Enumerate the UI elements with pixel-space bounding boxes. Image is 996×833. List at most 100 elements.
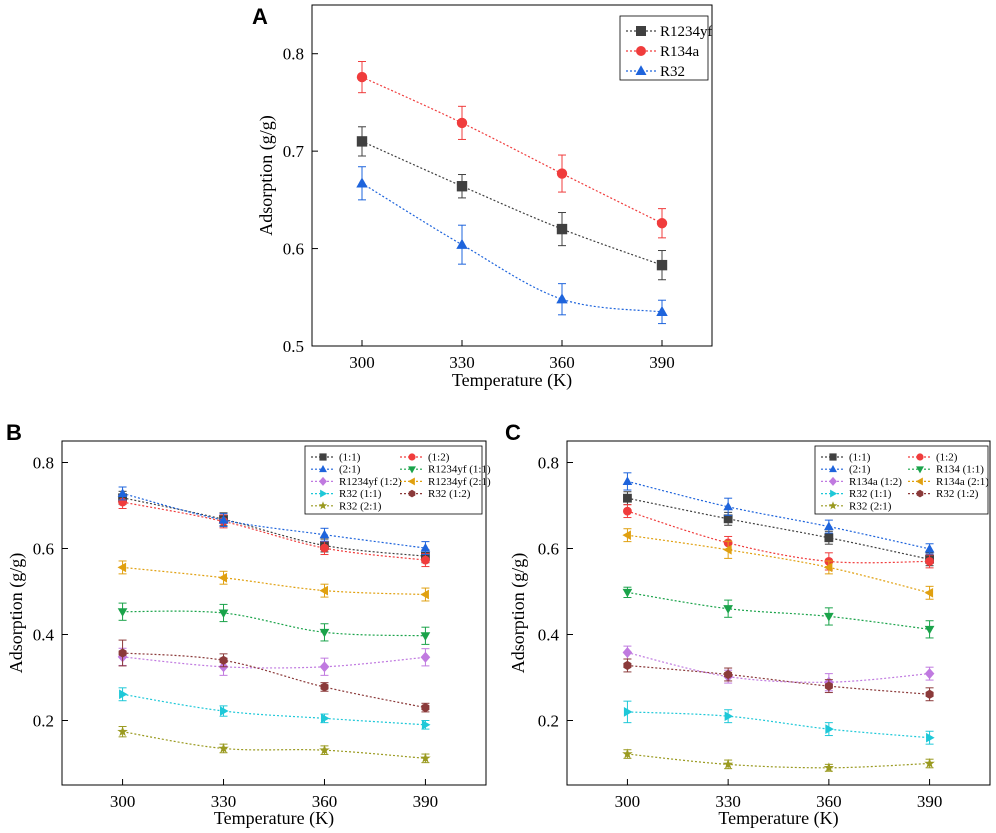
x-tick-label: 330 xyxy=(211,792,237,811)
data-point xyxy=(218,743,229,753)
data-point xyxy=(319,744,330,755)
x-tick-label: 300 xyxy=(110,792,136,811)
data-point xyxy=(556,293,568,304)
legend-label: R1234yf (2:1) xyxy=(428,476,491,488)
data-point xyxy=(824,533,834,543)
x-tick-label: 360 xyxy=(549,353,575,372)
legend: R1234yf R134a R32 xyxy=(619,15,713,81)
legend-label: (1:2) xyxy=(428,452,450,464)
data-point xyxy=(420,543,431,552)
legend-label: (1:1) xyxy=(339,452,361,464)
data-point xyxy=(723,605,733,614)
series-r32-1-2 xyxy=(623,658,934,702)
legend-marker xyxy=(407,477,415,486)
y-tick-label: 0.2 xyxy=(33,712,54,731)
data-point xyxy=(420,752,431,763)
legend-label: (1:1) xyxy=(849,452,871,464)
data-point xyxy=(622,748,633,759)
series-r1234yf xyxy=(356,126,668,281)
x-axis-title: Temperature (K) xyxy=(718,808,838,829)
series-line xyxy=(627,480,930,550)
data-point xyxy=(924,758,935,768)
chart-panel-c: C 0.2 0.4 0.6 0.8 300 330 360 390 Temperature (K… xyxy=(505,420,991,829)
legend-label: R134a xyxy=(660,44,700,60)
y-tick-label: 0.6 xyxy=(283,240,304,259)
panel-letter-c: C xyxy=(505,420,521,445)
data-point xyxy=(319,585,328,596)
chart-panel-a: A 0.5 0.6 0.7 0.8 300 330 360 390 Temperature (K… xyxy=(252,4,713,391)
y-tick-label: 0.8 xyxy=(283,45,304,64)
legend-entry: (1:2) xyxy=(400,452,450,464)
legend-label: R1234yf (1:2) xyxy=(339,476,402,488)
series-r1234yf-2-1 xyxy=(117,560,430,602)
series-line xyxy=(627,591,930,630)
series-line xyxy=(122,656,426,669)
data-point xyxy=(825,724,834,734)
data-point xyxy=(623,660,632,671)
series-line xyxy=(122,501,426,561)
data-point xyxy=(420,589,429,600)
legend-entry: R1234yf (1:2) xyxy=(311,476,402,488)
legend-marker xyxy=(636,26,646,36)
plot-frame xyxy=(61,440,487,786)
y-axis-title: Adsorption (g/g) xyxy=(508,553,529,674)
series-1-2 xyxy=(623,504,934,571)
legend: (1:1) (1:2) (2:1) R134 (1:1) R134a (1:2) R134… xyxy=(814,445,989,515)
legend-marker xyxy=(408,453,416,461)
legend-label: R134a (2:1) xyxy=(936,476,989,488)
data-point xyxy=(722,758,734,769)
legend-label: R32 xyxy=(660,64,685,80)
data-point xyxy=(925,689,934,699)
data-point xyxy=(356,71,368,83)
legend-entry: R134a (2:1) xyxy=(908,476,989,488)
series-r134a xyxy=(356,61,668,239)
x-axis-title: Temperature (K) xyxy=(452,370,572,391)
data-point xyxy=(421,719,431,730)
legend-marker xyxy=(916,466,924,474)
y-axis-title: Adsorption (g/g) xyxy=(256,115,277,236)
data-point xyxy=(456,117,468,129)
data-point xyxy=(218,609,229,619)
series-line xyxy=(122,492,426,549)
data-point xyxy=(456,238,468,249)
legend-entry: R134a xyxy=(626,44,700,60)
legend-label: R32 (1:2) xyxy=(428,488,471,500)
legend-box xyxy=(304,445,483,515)
data-point xyxy=(622,476,633,485)
data-point xyxy=(319,529,330,539)
legend-marker xyxy=(319,476,327,486)
y-tick-label: 0.8 xyxy=(33,454,54,473)
legend-entry: R32 xyxy=(626,64,685,80)
series-line xyxy=(122,497,426,557)
legend-entry: R32 (2:1) xyxy=(821,500,892,512)
legend-marker xyxy=(635,65,647,75)
data-point xyxy=(220,706,229,716)
data-point xyxy=(421,703,430,713)
legend-marker xyxy=(830,489,838,498)
series-line xyxy=(122,566,426,596)
legend-entry: R32 (1:2) xyxy=(908,488,979,500)
legend-entry: (1:1) xyxy=(311,452,361,464)
data-point xyxy=(656,259,668,271)
data-point xyxy=(420,632,431,641)
legend-label: (2:1) xyxy=(849,464,871,476)
series-r32-1-1 xyxy=(623,700,935,745)
x-axis-title: Temperature (K) xyxy=(214,808,334,829)
data-point xyxy=(924,625,935,635)
data-point xyxy=(622,530,631,541)
data-point xyxy=(824,521,834,531)
series-line xyxy=(361,182,663,313)
data-point xyxy=(823,562,833,573)
data-point xyxy=(622,588,633,598)
legend-entry: R1234yf (2:1) xyxy=(400,476,491,488)
y-tick-label: 0.7 xyxy=(283,142,305,161)
legend-label: (1:2) xyxy=(936,452,958,464)
legend-marker xyxy=(828,501,838,510)
series-line xyxy=(122,610,426,637)
legend-label: R32 (2:1) xyxy=(339,500,382,512)
series-line xyxy=(627,652,930,683)
x-tick-label: 390 xyxy=(413,792,439,811)
series-line xyxy=(122,652,426,709)
series-2-1 xyxy=(622,472,935,555)
